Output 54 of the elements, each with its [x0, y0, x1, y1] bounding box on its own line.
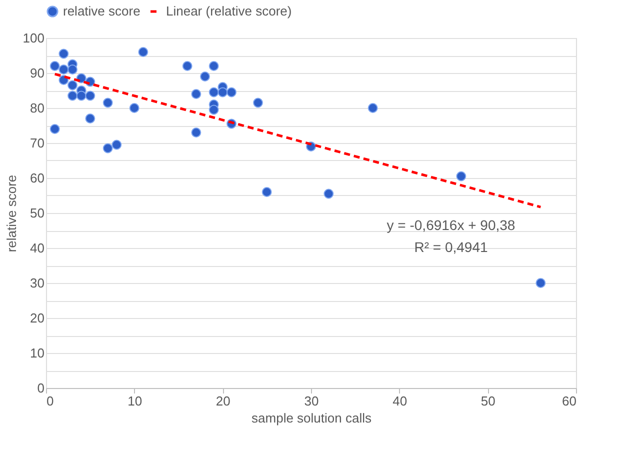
y-tick-label: 80 [30, 100, 44, 116]
x-tick-label: 50 [480, 394, 496, 408]
x-tick-label: 20 [216, 394, 230, 408]
x-tick-label: 10 [128, 394, 142, 408]
point [218, 87, 228, 98]
point [102, 98, 113, 108]
annotation: y = -0,6916x + 90,38 [386, 217, 516, 233]
point [208, 61, 219, 71]
x-axis-title: sample solution calls [252, 410, 372, 426]
point [50, 124, 60, 134]
point [253, 98, 263, 108]
point [85, 114, 96, 124]
y-tick-label: 70 [30, 136, 44, 150]
y-tick-label: 40 [30, 240, 44, 256]
point [68, 90, 78, 101]
y-tick-label: 20 [30, 310, 44, 326]
point [200, 72, 210, 82]
y-tick-label: 0 [37, 380, 44, 396]
y-tick-label: 50 [30, 206, 44, 220]
point [112, 140, 122, 150]
y-tick-label: 60 [30, 170, 44, 186]
y-tick-label: 90 [30, 66, 44, 80]
y-tick-label: 100 [22, 30, 44, 46]
legend-label: relative score [63, 4, 140, 18]
y-tick-label: 30 [30, 276, 44, 290]
x-tick-label: 60 [562, 394, 576, 408]
point [85, 90, 96, 101]
point [50, 61, 60, 71]
point [368, 103, 378, 113]
point [68, 80, 78, 90]
point [208, 104, 219, 115]
point [208, 87, 219, 98]
point [536, 278, 546, 288]
legend-label: Linear (relative score) [166, 4, 292, 18]
point [102, 143, 113, 154]
point [58, 64, 69, 74]
y-tick-label: 10 [30, 346, 44, 360]
point [456, 171, 466, 182]
point [191, 89, 202, 99]
point [129, 103, 140, 113]
x-tick-label: 0 [46, 394, 54, 408]
point [262, 187, 272, 197]
point [68, 64, 78, 74]
point [138, 47, 148, 57]
annotation: R² = 0,4941 [414, 239, 488, 255]
point [76, 90, 86, 101]
y-axis-title: relative score [4, 174, 19, 252]
x-tick-label: 40 [392, 394, 408, 408]
point [226, 87, 236, 98]
point [58, 48, 69, 59]
x-tick-label: 30 [304, 394, 319, 408]
point [324, 188, 334, 199]
point [191, 128, 202, 138]
point [182, 61, 192, 71]
